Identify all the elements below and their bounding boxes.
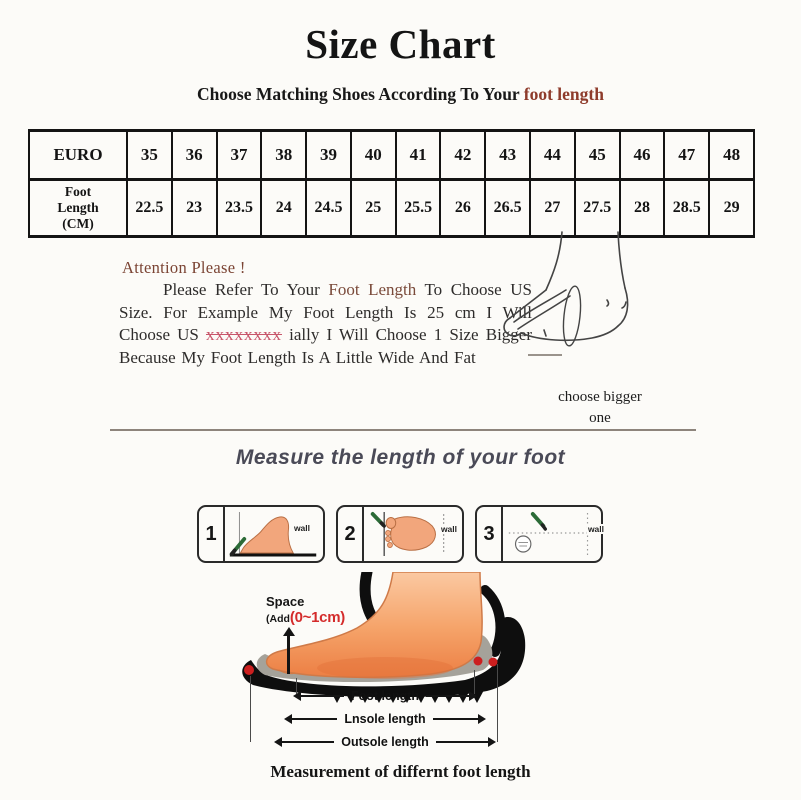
measurement-label: Foot length xyxy=(350,689,420,703)
attention-heading: Attention Please ! xyxy=(122,258,246,277)
attention-paragraph: Please Refer To Your Foot Length To Choo… xyxy=(119,279,532,369)
euro-size: 44 xyxy=(529,129,576,181)
euro-size: 37 xyxy=(215,129,263,181)
section-divider xyxy=(110,429,696,431)
arrow-right-icon xyxy=(488,737,496,747)
step-number: 3 xyxy=(483,522,495,545)
euro-size: 36 xyxy=(170,129,218,181)
arrow-line xyxy=(432,718,478,720)
euro-size: 42 xyxy=(439,129,487,181)
table-row-foot-length: Foot Length (CM) 22.5 23 23.5 24 24.5 25… xyxy=(28,178,755,238)
foot-measuring-illustration xyxy=(503,231,629,347)
arrow-line xyxy=(435,741,488,743)
euro-size: 38 xyxy=(260,129,308,181)
guide-line xyxy=(474,670,475,694)
attention-text: ially I Will Choose 1 Size Bigger Becaus… xyxy=(119,325,532,367)
step-box-1: 1 wall xyxy=(197,505,325,563)
bottom-caption: Measurement of differnt foot length xyxy=(270,762,531,781)
subtitle: Choose Matching Shoes According To Your … xyxy=(0,84,801,105)
foot-length-label: Foot Length (CM) xyxy=(28,178,128,238)
step-1-foot-side-illustration xyxy=(226,508,322,560)
foot-length-value: 26.5 xyxy=(484,178,532,238)
step-box-2: 2 wall xyxy=(336,505,464,563)
attention-text: To Choose US Size. For Example My Foot L… xyxy=(119,280,532,344)
step-number: 2 xyxy=(344,522,356,545)
euro-size: 40 xyxy=(349,129,397,181)
attention-foot-length-highlight: Foot Length xyxy=(328,280,417,299)
measurement-label: Lnsole length xyxy=(344,712,426,726)
euro-size: 35 xyxy=(126,129,173,181)
space-label-line1: Space xyxy=(266,594,305,609)
arrow-line xyxy=(426,695,470,697)
foot-length-value: 23 xyxy=(170,178,218,238)
table-row-euro: EURO 35 36 37 38 39 40 41 42 43 44 45 46… xyxy=(28,129,755,181)
choose-bigger-note: choose bigger one xyxy=(558,389,642,426)
foot-length-value: 25 xyxy=(349,178,397,238)
space-label-value: (0~1cm) xyxy=(289,609,345,627)
measurement-label: Outsole length xyxy=(341,735,429,749)
foot-length-value: 23.5 xyxy=(215,178,263,238)
step-2-foot-sole-illustration xyxy=(365,508,461,560)
arrow-left-icon xyxy=(293,691,301,701)
euro-label: EURO xyxy=(28,129,128,181)
measurement-outsole-length: Outsole length xyxy=(274,735,496,749)
arrow-line xyxy=(292,718,338,720)
foot-length-value: 24.5 xyxy=(305,178,352,238)
euro-size: 48 xyxy=(708,129,755,181)
subtitle-text: Choose Matching Shoes According To Your xyxy=(197,84,520,104)
arrow-line xyxy=(301,695,344,697)
arrow-left-icon xyxy=(274,737,282,747)
arrow-left-icon xyxy=(284,714,292,724)
foot-length-value: 22.5 xyxy=(126,178,173,238)
step-divider xyxy=(223,507,225,561)
euro-size: 46 xyxy=(618,129,666,181)
euro-size: 43 xyxy=(484,129,532,181)
attention-text: Please Refer To Your xyxy=(163,280,329,299)
measure-steps: 1 wall 2 xyxy=(197,505,607,565)
step-number: 1 xyxy=(205,522,217,545)
subtitle-highlight: foot length xyxy=(523,84,604,104)
guide-line xyxy=(296,678,297,694)
foot-length-value: 25.5 xyxy=(394,178,442,238)
space-up-arrow xyxy=(282,627,295,674)
page-title: Size Chart xyxy=(305,21,496,67)
foot-length-value: 27 xyxy=(529,178,576,238)
euro-size: 45 xyxy=(573,129,621,181)
euro-size: 41 xyxy=(394,129,442,181)
euro-size: 39 xyxy=(305,129,352,181)
size-table: EURO 35 36 37 38 39 40 41 42 43 44 45 46… xyxy=(28,129,755,238)
foot-length-value: 27.5 xyxy=(573,178,621,238)
guide-line xyxy=(497,664,498,742)
foot-length-value: 28.5 xyxy=(663,178,711,238)
euro-size: 47 xyxy=(663,129,711,181)
step-box-3: 3 wall xyxy=(475,505,605,563)
arrow-right-icon xyxy=(478,714,486,724)
measure-heading: Measure the length of your foot xyxy=(235,446,566,469)
step-divider xyxy=(501,507,503,561)
step-3-measuring-illustration xyxy=(504,508,600,560)
callout-line xyxy=(528,354,562,356)
attention-crossed-out-text: xxxxxxxx xyxy=(205,325,282,344)
foot-length-value: 26 xyxy=(439,178,487,238)
guide-line xyxy=(250,676,251,742)
space-label-prefix: (Add xyxy=(266,613,290,626)
wall-label: wall xyxy=(586,524,605,534)
space-label: Space (Add(0~1cm) xyxy=(266,594,345,627)
arrow-right-icon xyxy=(469,691,478,701)
measurement-foot-length: Foot length xyxy=(293,689,478,703)
measurement-insole-length: Lnsole length xyxy=(284,712,486,726)
arrow-line xyxy=(282,741,335,743)
foot-length-value: 28 xyxy=(618,178,666,238)
foot-length-value: 29 xyxy=(708,178,755,238)
wall-label: wall xyxy=(292,523,311,533)
wall-label: wall xyxy=(439,524,458,534)
foot-length-value: 24 xyxy=(260,178,308,238)
step-divider xyxy=(362,507,364,561)
